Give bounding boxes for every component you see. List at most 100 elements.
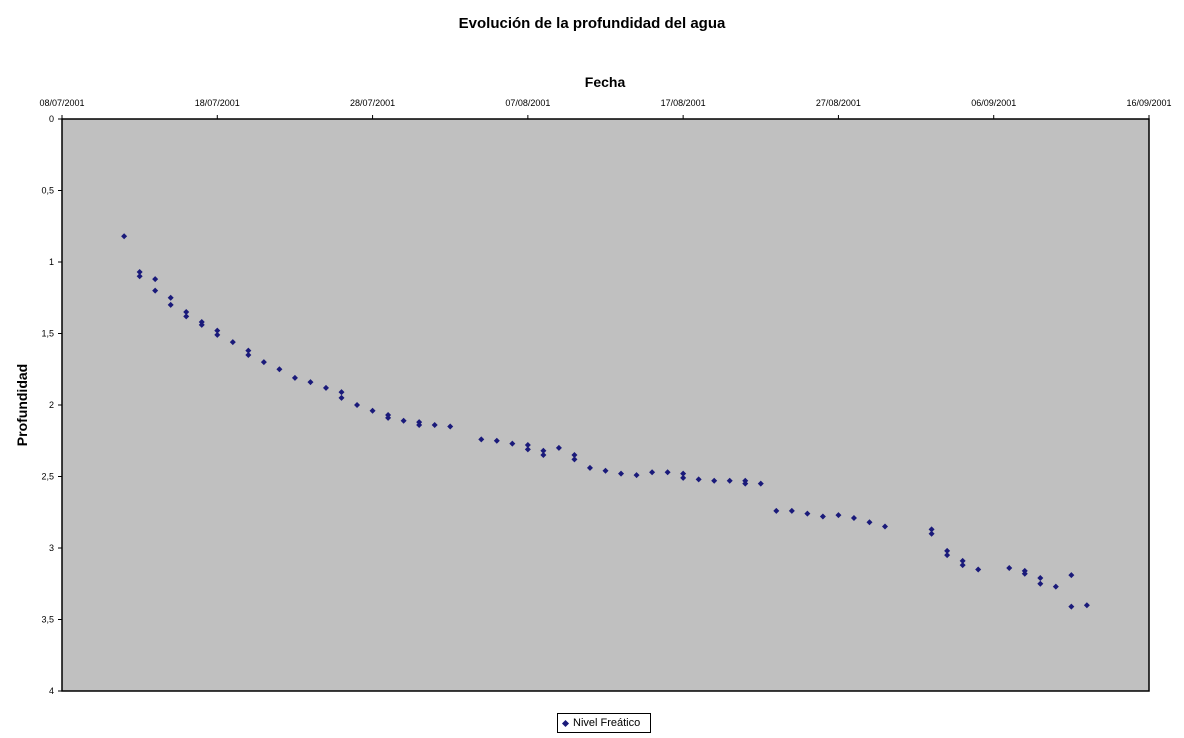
y-tick-label: 2,5 [41,472,54,482]
data-point [509,440,516,447]
x-tick-label: 18/07/2001 [195,98,240,108]
data-point [1068,603,1075,610]
data-point [416,422,423,429]
data-point [928,526,935,533]
y-axis-title: Profundidad [14,364,30,446]
data-point [1052,583,1059,590]
data-point [633,472,640,479]
y-tick-label: 3 [49,543,54,553]
legend-marker-icon [561,719,570,727]
data-point [586,464,593,471]
data-point [198,321,205,328]
x-tick-label: 08/07/2001 [39,98,84,108]
data-point [1037,580,1044,587]
data-point [385,414,392,421]
x-tick-label: 17/08/2001 [661,98,706,108]
data-point [866,519,873,526]
data-points [121,233,1090,610]
data-point [540,447,547,454]
y-tick-label: 3,5 [41,615,54,625]
data-point [369,407,376,414]
x-axis: 08/07/2001 18/07/2001 28/07/2001 07/08/2001… [39,98,1172,119]
data-point [540,452,547,459]
data-point [680,470,687,477]
data-point [183,309,190,316]
chart-title: Evolución de la profundidad del agua [459,15,726,32]
data-point [524,446,531,453]
y-tick-label: 2 [49,400,54,410]
data-point [819,513,826,520]
x-tick-label: 27/08/2001 [816,98,861,108]
data-point [152,276,159,283]
data-point [742,480,749,487]
data-point [711,477,718,484]
data-point [167,294,174,301]
data-point [245,351,252,358]
data-point [183,313,190,320]
data-point [322,384,329,391]
data-point [307,379,314,386]
data-point [260,359,267,366]
data-point [959,562,966,569]
data-point [136,269,143,276]
data-point [152,287,159,294]
data-point [788,507,795,514]
x-axis-title: Fecha [585,74,626,90]
y-tick-label: 1,5 [41,329,54,339]
data-point [1037,575,1044,582]
y-tick-label: 1 [49,257,54,267]
data-point [602,467,609,474]
data-point [229,339,236,346]
data-point [167,301,174,308]
y-tick-label: 0 [49,114,54,124]
data-point [447,423,454,430]
data-point [928,530,935,537]
data-point [291,374,298,381]
data-point [136,273,143,280]
y-tick-label: 0,5 [41,186,54,196]
data-point [478,436,485,443]
data-point [618,470,625,477]
data-point [975,566,982,573]
plot-area [61,118,1150,692]
data-point [431,422,438,429]
legend-label: Nivel Freático [573,717,641,729]
data-point [276,366,283,373]
y-tick-label: 4 [49,686,54,696]
y-axis: 0 0,5 1 1,5 2 2,5 3 3,5 4 [41,114,62,696]
data-point [214,331,221,338]
data-point [649,469,656,476]
data-point [1006,565,1013,572]
data-point [400,417,407,424]
data-point [835,512,842,519]
x-tick-label: 28/07/2001 [350,98,395,108]
x-tick-label: 06/09/2001 [971,98,1016,108]
data-point [354,402,361,408]
data-point [1083,602,1090,609]
data-point [850,514,857,521]
data-point [695,476,702,483]
data-point [944,552,951,559]
data-point [959,557,966,564]
data-point [882,523,889,530]
data-point [338,389,345,396]
data-point [944,547,951,554]
data-point [773,507,780,514]
legend: Nivel Freático [557,713,651,733]
data-point [804,510,811,517]
data-point [493,437,500,444]
data-point [664,469,671,476]
data-point [571,456,578,463]
data-point [680,474,687,481]
data-point [121,233,128,240]
data-point [726,477,733,484]
data-point [1068,572,1075,579]
data-point [214,327,221,334]
data-point [555,444,562,451]
data-point [524,442,531,449]
data-point [1021,570,1028,577]
data-point [757,480,764,487]
data-point [338,394,345,401]
data-point [571,452,578,459]
